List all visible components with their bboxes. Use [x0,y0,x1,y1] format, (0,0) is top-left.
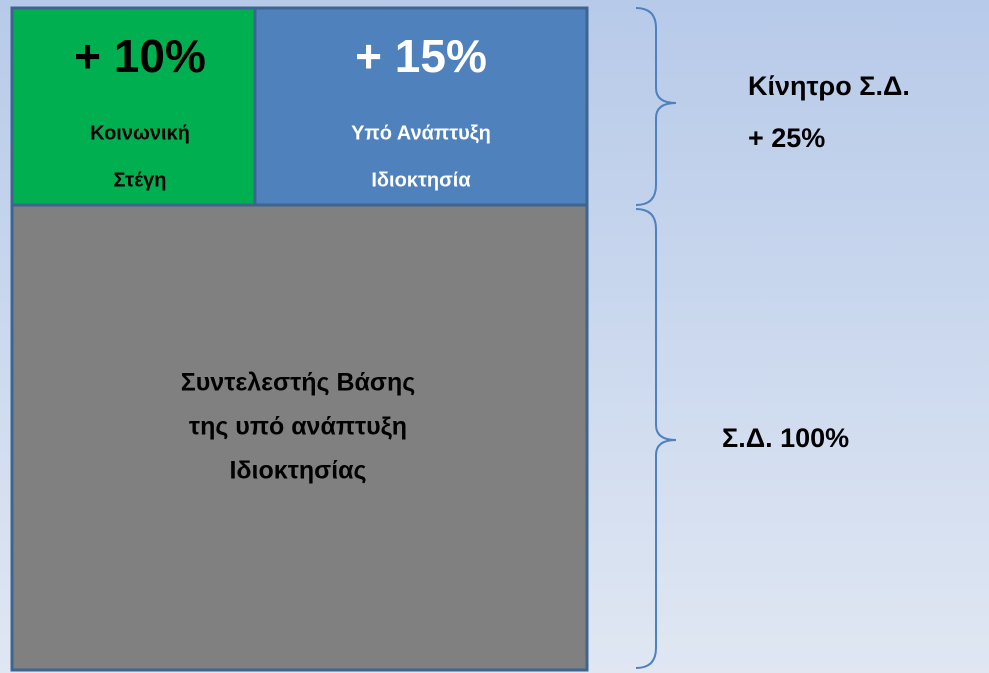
block-label: της υπό ανάπτυξη [189,413,407,441]
block-percent: + 10% [74,30,206,82]
brace [635,208,677,669]
block-label: Ιδιοκτησίας [229,457,366,485]
brace [635,7,677,206]
development-block [253,6,589,207]
block-percent: + 15% [355,30,487,82]
social-housing-block [10,6,257,207]
block-label: Υπό Ανάπτυξη [351,122,491,144]
block-label: Στέγη [114,169,167,191]
annotation: Κίνητρο Σ.Δ. [748,71,910,101]
base-block [10,203,589,672]
annotation: + 25% [748,123,825,153]
block-label: Κοινωνική [90,122,190,144]
block-label: Συντελεστής Βάσης [181,369,416,397]
block-label: Ιδιοκτησία [371,169,471,191]
annotation: Σ.Δ. 100% [722,423,849,453]
